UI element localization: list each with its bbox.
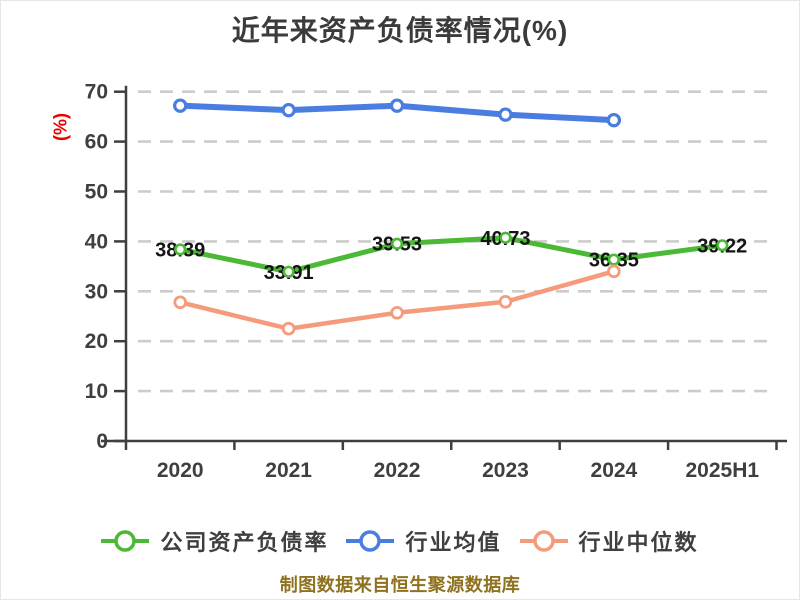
y-tick-label: 70 <box>85 81 108 104</box>
data-point-marker <box>389 98 405 113</box>
y-tick-label: 30 <box>85 280 108 303</box>
data-point-marker <box>281 102 296 118</box>
y-tick-label: 60 <box>85 131 108 154</box>
x-tick-label: 2024 <box>591 459 638 482</box>
y-tick-label: 20 <box>85 330 108 353</box>
chart-title: 近年来资产负债率情况(%) <box>231 15 569 46</box>
data-point-marker <box>174 243 187 256</box>
legend-item-industry-mean: 行业均值 <box>346 525 501 557</box>
y-tick-label: 10 <box>85 380 108 403</box>
legend-item-industry-median: 行业中位数 <box>519 525 699 557</box>
data-point-marker <box>173 295 188 310</box>
plot-area: 0 10 20 30 40 50 60 70 2020 2021 2022 2023 2024 2025H… <box>85 81 787 482</box>
data-point-marker <box>282 265 295 278</box>
data-point-marker <box>390 305 404 320</box>
y-tick-label: 50 <box>85 181 108 204</box>
data-point-marker <box>499 231 512 244</box>
series-line <box>177 269 617 331</box>
legend-line-marker-icon <box>519 530 568 552</box>
series-line <box>177 235 725 275</box>
y-tick-label: 40 <box>85 230 108 253</box>
data-point-marker <box>606 112 622 128</box>
data-point-marker <box>281 321 296 336</box>
legend-item-company-debt-ratio: 公司资产负债率 <box>101 525 328 557</box>
chart-source-note: 制图数据来自恒生聚源数据库 <box>279 575 521 595</box>
x-tick-label: 2025H1 <box>686 459 760 482</box>
data-point-marker <box>498 107 513 122</box>
legend-item-label: 行业中位数 <box>578 530 699 555</box>
legend: 公司资产负债率 行业均值 行业中位数 <box>1 523 799 559</box>
data-point-marker <box>390 237 404 250</box>
y-tick-label: 0 <box>96 430 108 453</box>
data-point-marker <box>607 253 620 266</box>
data-point-marker <box>607 264 621 279</box>
legend-item-label: 公司资产负债率 <box>160 530 329 555</box>
data-point-marker <box>498 294 513 309</box>
legend-item-label: 行业均值 <box>405 530 502 555</box>
data-point-marker <box>173 98 188 113</box>
x-tick-label: 2020 <box>157 459 204 482</box>
data-point-marker <box>716 239 729 252</box>
x-tick-label: 2021 <box>265 459 312 482</box>
x-tick-label: 2022 <box>374 459 421 482</box>
x-tick-label: 2023 <box>482 459 529 482</box>
legend-line-marker-icon <box>101 530 150 552</box>
legend-line-marker-icon <box>346 530 395 552</box>
